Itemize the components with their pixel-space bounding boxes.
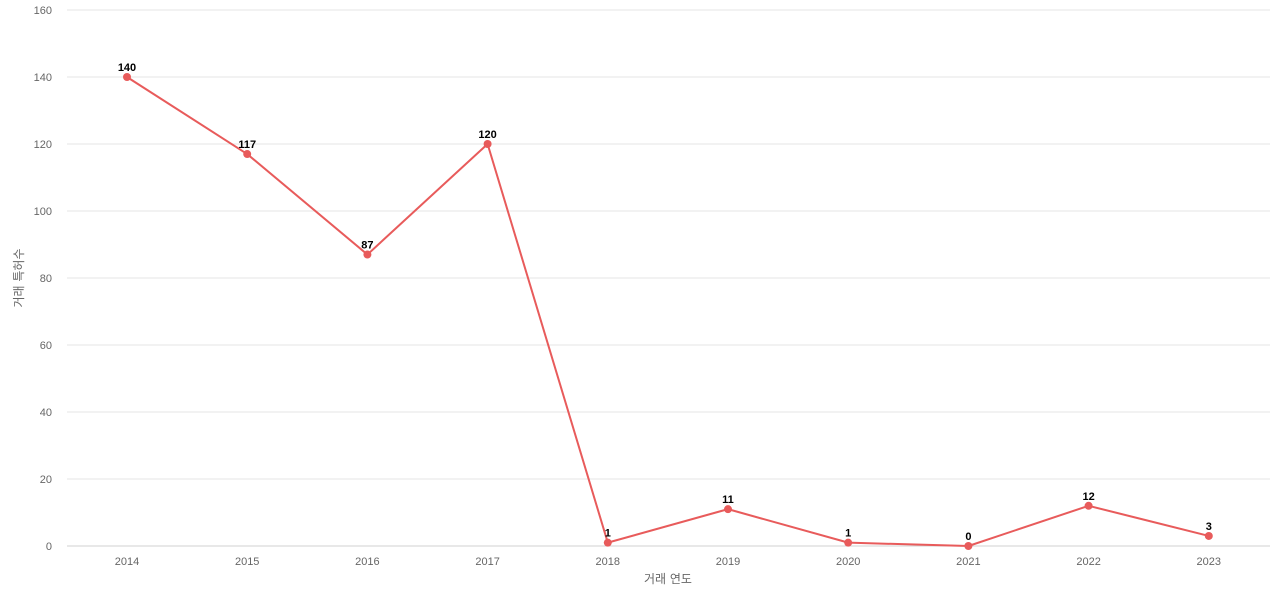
y-tick-label: 160 [34, 5, 52, 17]
data-label: 12 [1082, 491, 1094, 503]
data-point [1204, 531, 1213, 540]
series-layer [123, 73, 1213, 550]
y-tick-label: 40 [40, 407, 52, 419]
y-tick-label: 120 [34, 139, 52, 151]
data-label: 117 [238, 139, 256, 151]
data-point [1084, 501, 1093, 510]
series-line [126, 76, 1210, 547]
data-label: 11 [722, 494, 734, 506]
x-tick-label: 2023 [1197, 556, 1221, 568]
x-tick-label: 2018 [596, 556, 620, 568]
x-axis-title: 거래 연도 [644, 572, 692, 586]
y-tick-label: 140 [34, 72, 52, 84]
data-point [123, 73, 131, 81]
x-tick-label: 2021 [956, 556, 980, 568]
data-label: 140 [118, 62, 136, 74]
x-tick-label: 2022 [1076, 556, 1100, 568]
y-tick-label: 0 [46, 541, 52, 553]
x-tick-label: 2016 [355, 556, 379, 568]
y-tick-label: 20 [40, 474, 52, 486]
x-tick-label: 2019 [716, 556, 740, 568]
x-tick-label: 2015 [235, 556, 259, 568]
data-point [724, 505, 732, 514]
y-tick-label: 60 [40, 340, 52, 352]
data-label: 120 [478, 129, 496, 141]
data-point [363, 250, 372, 259]
y-tick-label: 100 [34, 206, 52, 218]
data-point [603, 538, 612, 547]
x-tick-label: 2014 [115, 556, 139, 568]
y-axis-ticks: 0 20 40 60 80 100 120 140 160 [34, 5, 52, 553]
y-tick-label: 80 [40, 273, 52, 285]
data-point [844, 538, 853, 547]
x-tick-label: 2020 [836, 556, 860, 568]
x-axis-ticks: 2014 2015 2016 2017 2018 2019 2020 2021 2022 2023 [115, 556, 1221, 568]
data-point [243, 150, 252, 159]
data-label: 1 [605, 528, 611, 540]
data-label: 3 [1206, 521, 1212, 533]
grid-layer [67, 9, 1270, 547]
data-label: 87 [361, 240, 373, 252]
x-tick-label: 2017 [475, 556, 499, 568]
data-point [964, 542, 973, 550]
data-label: 0 [965, 531, 971, 543]
data-label: 1 [845, 528, 851, 540]
data-point [483, 140, 492, 148]
y-axis-title: 거래 특허수 [12, 248, 26, 307]
